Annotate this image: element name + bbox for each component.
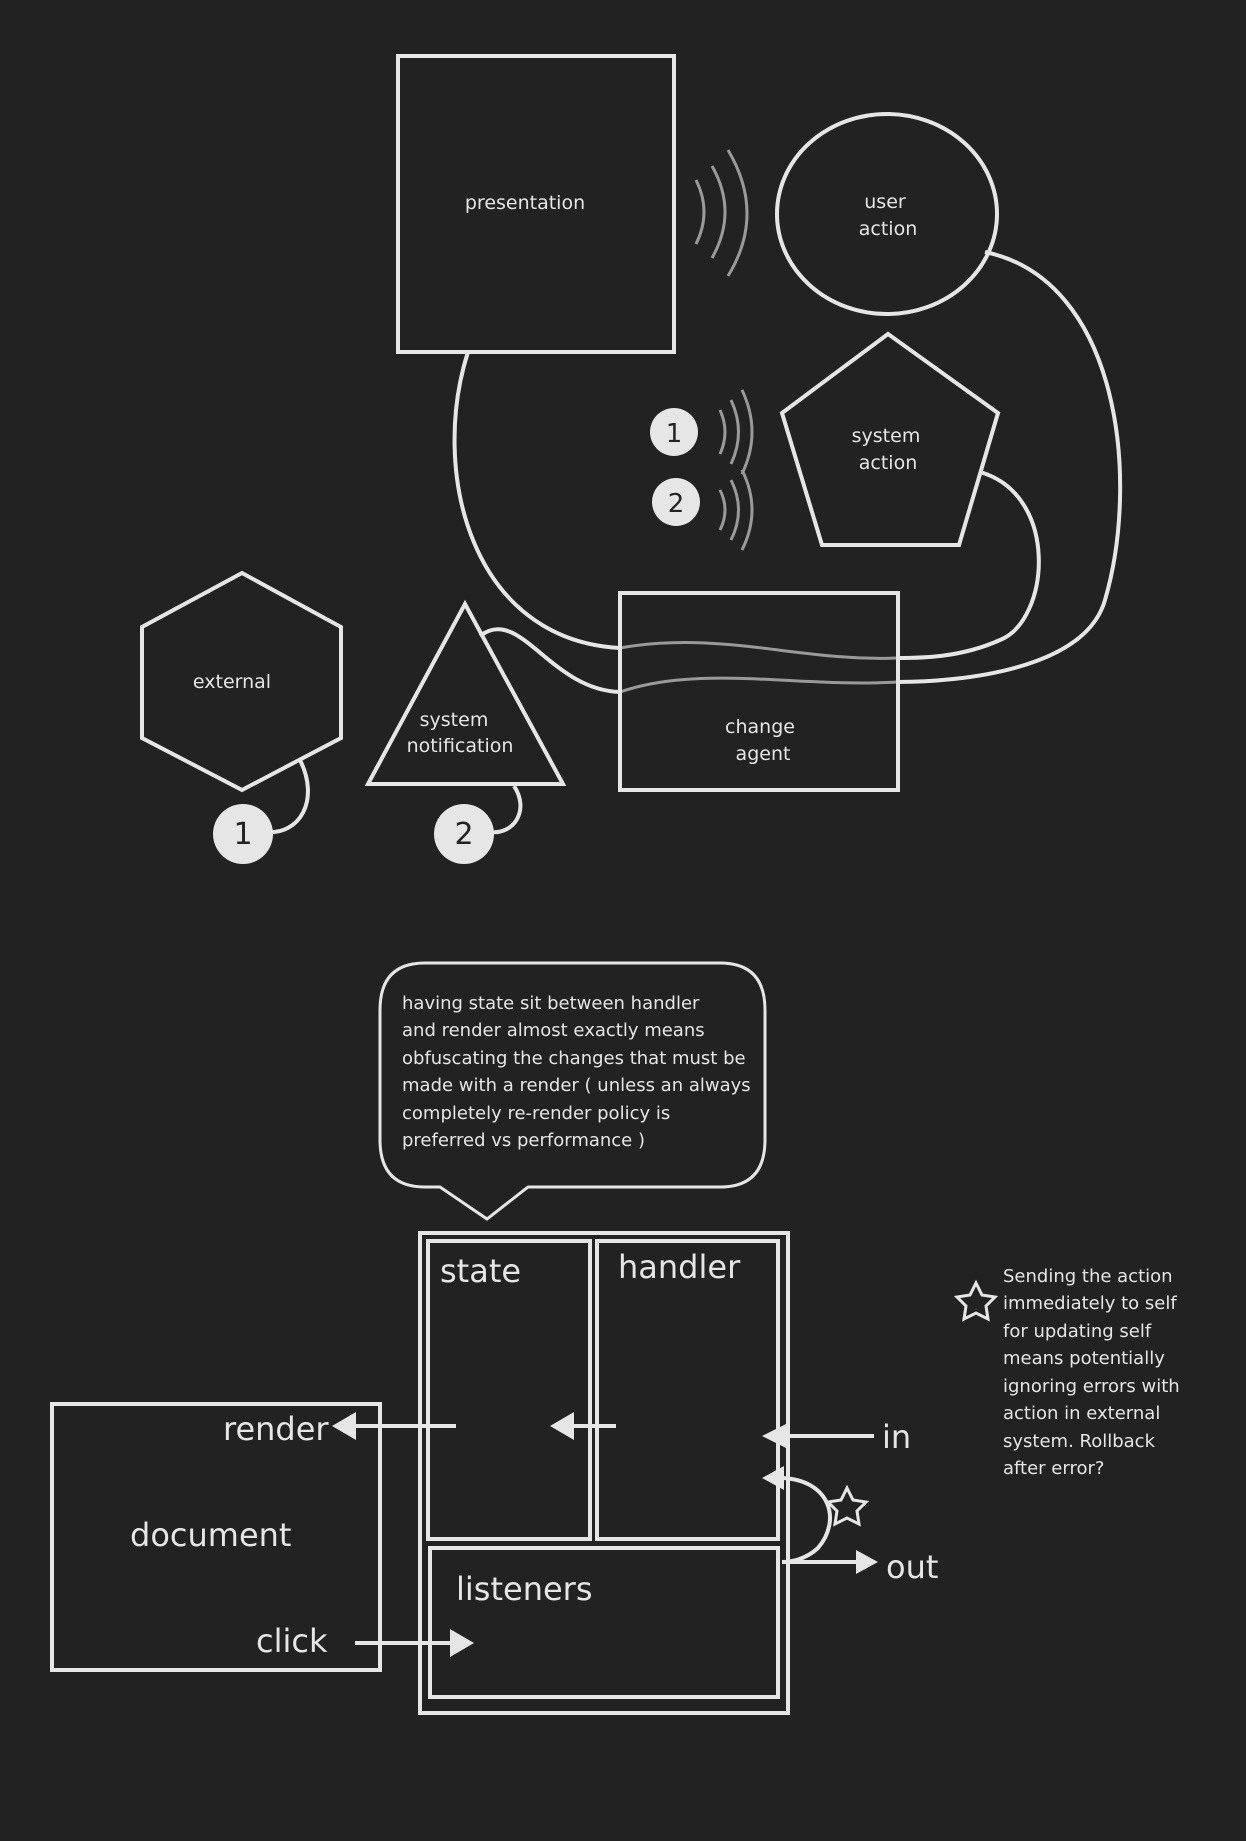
document-box bbox=[50, 1402, 382, 1672]
document-label: document bbox=[130, 1516, 291, 1554]
connector-presentation-change-agent bbox=[452, 351, 621, 650]
star-note-icon bbox=[953, 1279, 999, 1322]
external-hexagon bbox=[140, 570, 343, 793]
system-action-label-2: action bbox=[859, 452, 917, 474]
render-arrow bbox=[332, 1412, 456, 1440]
system-notification-label-2: notification bbox=[407, 735, 514, 757]
callout-line-1: having state sit between handler bbox=[402, 993, 700, 1014]
signal-waves-presentation bbox=[694, 149, 749, 277]
system-notification-triangle bbox=[364, 599, 567, 786]
badge-1-external bbox=[213, 804, 273, 864]
callout-line-4: made with a render ( unless an always bbox=[402, 1075, 751, 1096]
user-action-ellipse bbox=[775, 112, 999, 316]
component-outer-box bbox=[418, 1231, 790, 1715]
out-label: out bbox=[886, 1548, 938, 1586]
external-label: external bbox=[193, 671, 271, 693]
user-action-label-1: user bbox=[864, 191, 906, 213]
note-line-8: after error? bbox=[1003, 1458, 1104, 1479]
note-line-1: Sending the action bbox=[1003, 1266, 1173, 1287]
system-notification-label-1: system bbox=[420, 709, 489, 731]
note-line-2: immediately to self bbox=[1003, 1293, 1177, 1314]
callout-line-5: completely re-render policy is bbox=[402, 1103, 670, 1124]
user-action-label-2: action bbox=[859, 218, 917, 240]
callout-line-3: obfuscating the changes that must be bbox=[402, 1048, 746, 1069]
connector-through-change-agent-2 bbox=[619, 676, 898, 694]
badge-1-label: 1 bbox=[666, 419, 683, 449]
handler-label: handler bbox=[618, 1248, 741, 1286]
external-badge-connector bbox=[265, 759, 310, 835]
star-icon bbox=[824, 1484, 870, 1527]
listeners-box bbox=[428, 1546, 780, 1699]
presentation-box bbox=[396, 54, 676, 354]
presentation-label: presentation bbox=[465, 192, 585, 214]
note-line-4: means potentially bbox=[1003, 1348, 1165, 1369]
render-label: render bbox=[223, 1410, 329, 1448]
badge-2-notification bbox=[434, 804, 494, 864]
signal-waves-badge-1 bbox=[718, 389, 754, 475]
system-action-pentagon bbox=[779, 331, 1001, 547]
connector-notification-change-agent bbox=[478, 627, 621, 694]
notification-badge-connector bbox=[489, 784, 523, 835]
callout-bubble bbox=[378, 961, 767, 1221]
connector-through-change-agent-1 bbox=[619, 640, 898, 660]
handler-to-state-arrow bbox=[550, 1412, 616, 1440]
callout-line-6: preferred vs performance ) bbox=[402, 1130, 645, 1151]
click-arrow bbox=[355, 1629, 474, 1657]
note-line-3: for updating self bbox=[1003, 1321, 1152, 1342]
in-arrow bbox=[762, 1424, 874, 1448]
side-note: Sending the action immediately to self f… bbox=[1003, 1266, 1180, 1479]
note-line-5: ignoring errors with bbox=[1003, 1376, 1180, 1397]
state-label: state bbox=[440, 1252, 521, 1290]
change-agent-label-1: change bbox=[725, 716, 795, 738]
badge-2-label: 2 bbox=[668, 489, 685, 519]
callout-line-2: and render almost exactly means bbox=[402, 1020, 705, 1041]
badge-1-system-action bbox=[650, 408, 698, 456]
badge-1-external-label: 1 bbox=[233, 817, 252, 852]
listeners-label: listeners bbox=[456, 1570, 592, 1608]
system-action-label-1: system bbox=[852, 425, 921, 447]
connector-system-action-change-agent bbox=[896, 470, 1041, 660]
connector-user-action-change-agent bbox=[896, 250, 1123, 684]
in-label: in bbox=[882, 1418, 911, 1456]
click-label: click bbox=[256, 1622, 328, 1660]
signal-waves-badge-2 bbox=[718, 469, 754, 551]
state-box bbox=[426, 1239, 592, 1541]
note-line-6: action in external bbox=[1003, 1403, 1160, 1424]
change-agent-box bbox=[618, 591, 900, 792]
badge-2-system-action bbox=[652, 478, 700, 526]
badge-2-notification-label: 2 bbox=[454, 817, 473, 852]
handler-box bbox=[595, 1239, 780, 1541]
callout-text: having state sit between handler and ren… bbox=[402, 993, 751, 1151]
change-agent-label-2: agent bbox=[736, 743, 791, 765]
self-loop-arrow bbox=[762, 1466, 832, 1564]
note-line-7: system. Rollback bbox=[1003, 1431, 1156, 1452]
